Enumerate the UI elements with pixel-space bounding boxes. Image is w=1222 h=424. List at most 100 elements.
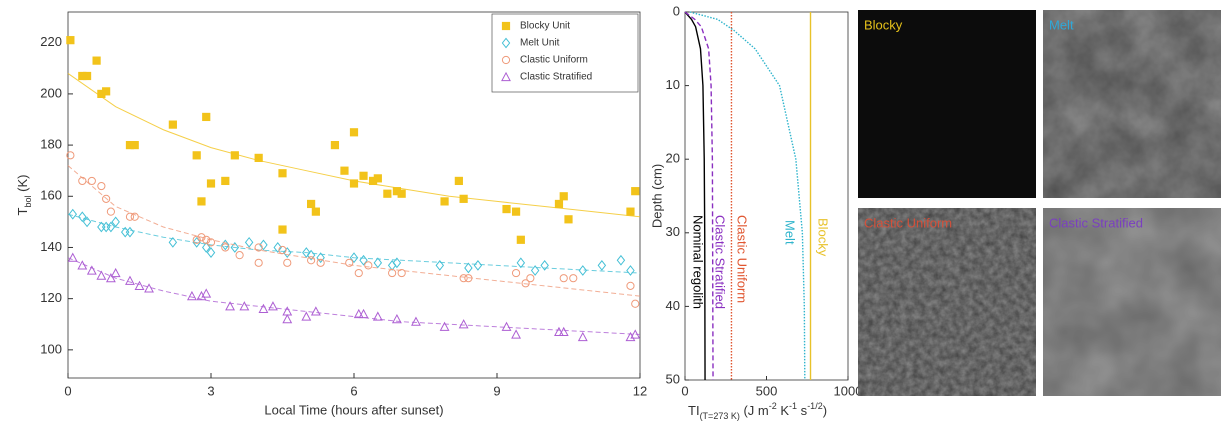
point	[278, 225, 287, 234]
x-axis-label: Local Time (hours after sunset)	[264, 402, 443, 417]
image-label: Blocky	[864, 17, 903, 32]
legend-label: Clastic Uniform	[520, 55, 588, 66]
point	[578, 265, 588, 276]
point	[78, 176, 87, 186]
point	[201, 242, 211, 253]
point	[144, 283, 154, 293]
point	[105, 273, 116, 283]
series-label: Blocky	[816, 218, 831, 257]
point	[130, 212, 139, 221]
point	[530, 265, 540, 276]
point	[359, 254, 368, 266]
point	[459, 194, 468, 203]
point	[78, 211, 87, 223]
point	[307, 256, 316, 265]
fit-line	[67, 73, 641, 218]
series-label: Nominal regolith	[691, 215, 706, 309]
point	[502, 204, 511, 214]
point	[278, 245, 287, 255]
point	[411, 316, 421, 326]
profile-line	[689, 11, 806, 381]
image-texture	[1043, 208, 1221, 396]
point	[501, 321, 512, 331]
y-tick-label: 180	[40, 137, 62, 152]
y-tick-label: 20	[666, 151, 680, 166]
point	[391, 313, 402, 324]
point	[626, 265, 635, 276]
label-part: K	[777, 403, 790, 418]
point	[310, 306, 321, 316]
point	[192, 236, 201, 248]
point	[316, 252, 325, 264]
point	[516, 257, 526, 269]
point	[440, 197, 449, 206]
fit-line	[67, 165, 641, 297]
point	[206, 247, 216, 258]
point	[67, 252, 78, 262]
point	[283, 247, 292, 258]
point	[206, 238, 216, 247]
x-tick-label: 9	[493, 383, 500, 398]
point	[92, 56, 101, 65]
point	[202, 235, 211, 244]
x-tick-label: 0	[64, 383, 71, 398]
label-part: TI	[688, 403, 700, 418]
point	[473, 259, 483, 271]
point	[311, 207, 320, 216]
y-tick-label: 40	[666, 298, 680, 313]
point	[330, 140, 340, 150]
point	[359, 171, 368, 180]
point	[230, 242, 240, 253]
point	[197, 197, 206, 206]
point	[66, 36, 75, 45]
point	[316, 258, 325, 267]
image-texture	[858, 10, 1036, 198]
point	[102, 194, 111, 203]
point	[196, 290, 207, 301]
point	[168, 120, 177, 129]
point	[464, 262, 473, 274]
point	[244, 236, 254, 248]
label-part: (K)	[15, 175, 30, 196]
point	[134, 280, 145, 290]
point	[106, 207, 116, 216]
point	[577, 331, 588, 342]
point	[464, 274, 473, 283]
series-label: Melt	[783, 220, 798, 245]
series-label: Clastic Uniform	[735, 215, 750, 303]
image-texture	[1043, 10, 1221, 198]
profile-line	[684, 11, 714, 381]
y-tick-label: 10	[666, 77, 680, 92]
point	[125, 275, 135, 285]
point	[626, 281, 635, 290]
point	[397, 268, 406, 278]
point	[82, 71, 92, 81]
image-texture	[858, 208, 1036, 396]
point	[554, 326, 564, 337]
point	[239, 301, 250, 311]
image-label: Clastic Stratified	[1049, 215, 1143, 230]
point	[254, 243, 263, 252]
point	[278, 169, 287, 178]
point	[221, 243, 230, 252]
point	[521, 279, 530, 288]
point	[221, 176, 230, 186]
point	[516, 235, 525, 244]
legend-swatch	[501, 21, 511, 31]
point	[349, 128, 359, 137]
y-tick-label: 200	[40, 85, 62, 100]
point	[459, 274, 468, 283]
legend-swatch	[501, 37, 511, 49]
point	[77, 260, 88, 270]
fit-line	[67, 213, 641, 274]
point	[373, 257, 383, 269]
point	[526, 274, 535, 283]
point	[397, 189, 406, 198]
label-part: )	[823, 403, 827, 418]
point	[569, 274, 578, 283]
y-tick-label: 140	[40, 239, 62, 254]
legend-label: Blocky Unit	[520, 21, 570, 32]
label-part: -2	[769, 401, 777, 411]
label-part: s	[797, 403, 808, 418]
point	[282, 306, 293, 316]
